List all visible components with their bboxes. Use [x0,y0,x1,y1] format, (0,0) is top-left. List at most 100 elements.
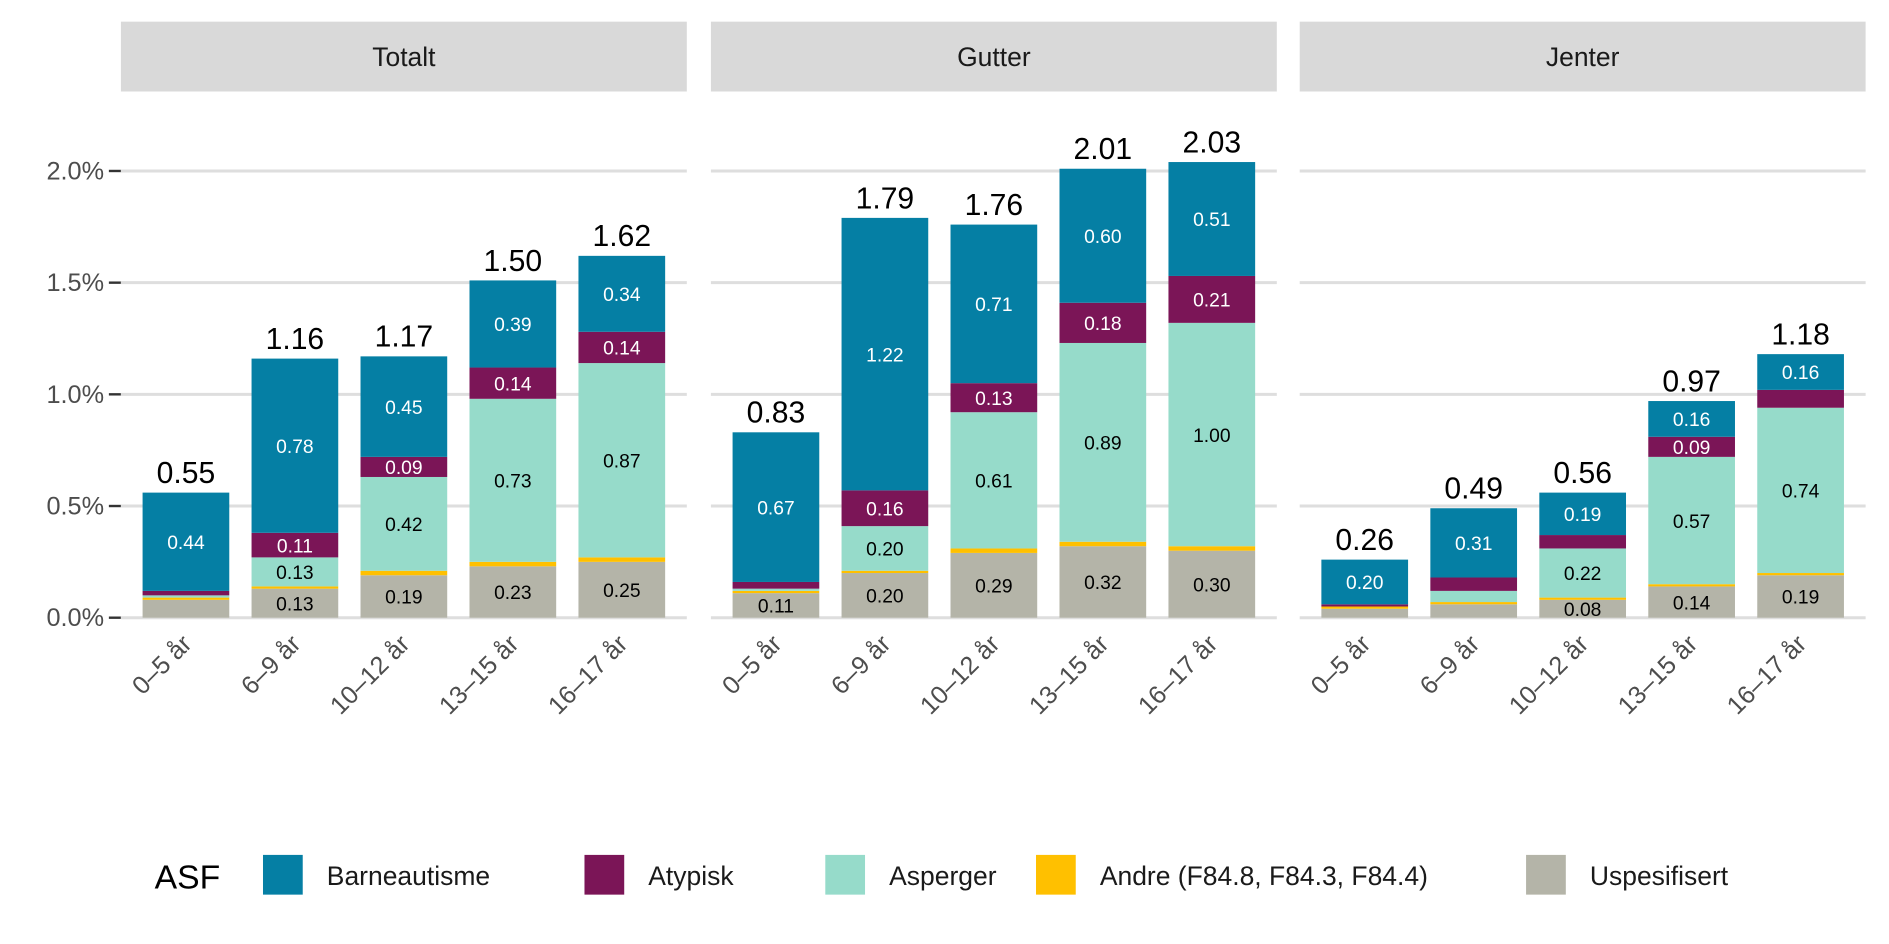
segment-label: 0.13 [276,594,313,615]
x-tick-label: 16–17 år [1133,630,1223,720]
bar-total-label: 1.76 [965,189,1024,222]
x-tick-label: 13–15 år [1024,630,1114,720]
segment-label: 0.13 [276,563,313,584]
segment-label: 0.20 [866,587,903,608]
segment-label: 0.25 [603,581,640,602]
bar-segment-andre [1757,573,1844,576]
bar-total-label: 1.17 [375,321,434,354]
bar-segment-atypisk [1059,302,1147,343]
bar-segment-uspesifisert [1321,608,1409,618]
bar-segment-atypisk [1757,389,1844,408]
bar-segment-andre [578,557,666,562]
bar-total-label: 1.62 [593,220,652,253]
segment-label: 0.67 [757,498,794,519]
bar-segment-barneautisme [578,255,666,332]
bar-segment-uspesifisert [950,552,1038,618]
segment-label: 0.09 [1673,438,1710,459]
bar-segment-uspesifisert [732,593,820,618]
segment-label: 0.29 [975,577,1012,598]
bar-segment-andre [1321,606,1409,609]
bar-segment-asperger [841,526,929,571]
bar-segment-andre [1168,546,1256,551]
facet-title: Gutter [957,42,1031,72]
y-tick-label: 0.0% [46,604,104,632]
bar-segment-asperger [732,588,820,591]
segment-label: 0.20 [866,540,903,561]
x-tick-label: 13–15 år [1613,630,1703,720]
segment-label: 0.19 [385,588,422,609]
legend-swatch [1526,854,1566,895]
bar-segment-barneautisme [1539,492,1627,536]
bar-segment-barneautisme [251,358,339,533]
bar-segment-barneautisme [950,224,1038,384]
segment-label: 0.74 [1782,482,1820,503]
legend-swatch [584,854,625,895]
segment-label: 0.89 [1084,434,1121,455]
segment-label: 1.22 [866,345,903,366]
legend-label: Andre (F84.8, F84.3, F84.4) [1100,861,1428,891]
segment-label: 0.34 [603,285,641,306]
x-tick-label: 6–9 år [236,630,306,700]
bar-segment-atypisk [1168,275,1256,323]
segment-label: 0.44 [167,533,205,554]
bar-segment-atypisk [360,456,448,477]
bar-segment-asperger [1757,407,1844,574]
bar-total-label: 2.01 [1074,133,1133,166]
x-tick-label: 10–12 år [915,630,1005,720]
segment-label: 0.87 [603,451,640,472]
segment-label: 0.30 [1193,575,1230,596]
bar-segment-barneautisme [1168,162,1256,276]
segment-label: 0.20 [1346,573,1383,594]
segment-label: 0.08 [1564,600,1601,621]
segment-label: 0.14 [494,374,532,395]
bar-segment-uspesifisert [360,575,448,618]
segment-label: 0.16 [1782,363,1819,384]
bar-total-label: 0.56 [1553,457,1612,490]
facet-title: Totalt [372,42,436,72]
bar-segment-atypisk [950,383,1038,413]
bar-segment-asperger [469,398,557,562]
bar-segment-atypisk [732,581,820,589]
x-tick-label: 16–17 år [1722,630,1812,720]
segment-label: 0.16 [866,499,903,520]
segment-label: 0.51 [1193,210,1230,231]
bar-segment-barneautisme [469,280,557,368]
bar-total-label: 0.97 [1662,365,1721,398]
bar-segment-barneautisme [732,432,820,582]
bar-segment-atypisk [469,367,557,399]
bar-total-label: 1.50 [484,245,543,278]
segment-label: 0.57 [1673,512,1710,533]
bar-segment-andre [732,590,820,594]
bar-total-label: 1.79 [856,182,915,215]
bar-segment-uspesifisert [469,566,557,618]
x-tick-label: 0–5 år [1306,630,1376,700]
bar-segment-atypisk [251,532,339,558]
bar-segment-andre [360,570,448,576]
bar-segment-uspesifisert [142,599,230,618]
bar-segment-uspesifisert [578,561,666,618]
segment-label: 0.22 [1564,564,1601,585]
bar-segment-atypisk [1539,535,1627,549]
segment-label: 0.32 [1084,573,1121,594]
segment-label: 0.78 [276,437,313,458]
x-tick-label: 10–12 år [1504,630,1594,720]
bar-segment-asperger [1648,456,1735,585]
segment-label: 0.16 [1673,410,1710,431]
bar-segment-atypisk [841,490,929,527]
segment-label: 0.14 [603,339,641,360]
bar-segment-uspesifisert [1648,586,1735,618]
segment-label: 0.19 [1564,505,1601,526]
y-tick-label: 1.5% [46,269,104,297]
segment-label: 0.14 [1673,593,1711,614]
bar-segment-atypisk [1321,604,1409,607]
bar-segment-andre [841,570,929,574]
legend-label: Barneautisme [327,861,490,891]
bar-segment-uspesifisert [251,588,339,618]
bar-segment-asperger [1539,548,1627,598]
bar-segment-andre [1059,541,1147,547]
legend-label: Asperger [889,861,997,891]
segment-label: 0.60 [1084,227,1121,248]
bar-segment-barneautisme [1430,508,1518,578]
segment-label: 0.23 [494,583,531,604]
